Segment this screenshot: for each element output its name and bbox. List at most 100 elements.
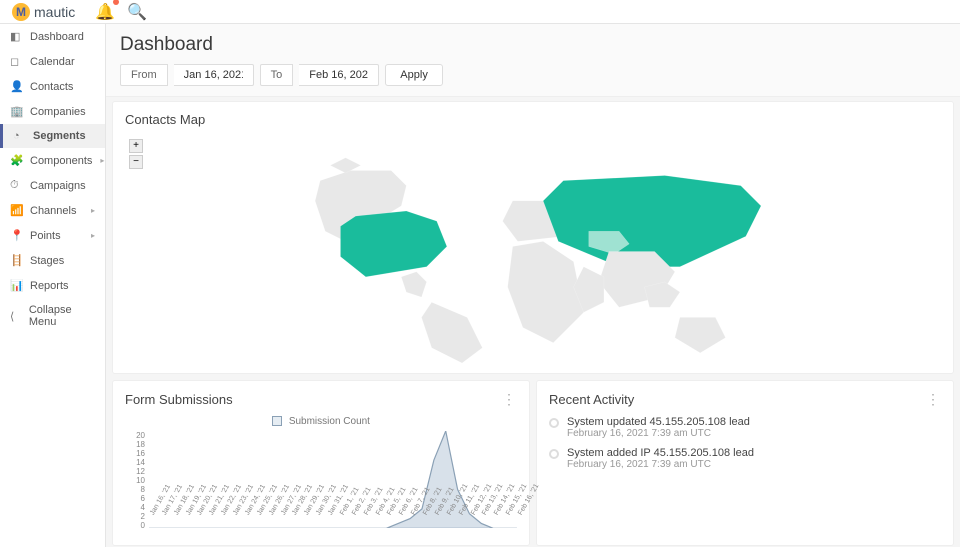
form-submissions-card: Form Submissions ⋮ Submission Count 2018… [112,380,530,546]
sidebar-item-label: Components [30,155,92,167]
sidebar-item-label: Segments [33,130,86,142]
zoom-out-button[interactable]: − [129,155,143,169]
sidebar-item-icon: ⟨ [10,310,21,323]
sidebar-item-icon: 🏢 [10,105,22,118]
sidebar-item-stages[interactable]: 🪜Stages [0,248,105,273]
sidebar-item-label: Calendar [30,56,75,68]
sidebar-item-label: Collapse Menu [29,304,95,328]
form-chart-legend: Submission Count [125,416,517,427]
recent-card-menu-button[interactable]: ⋮ [926,391,941,408]
activity-item[interactable]: System added IP 45.155.205.108 leadFebru… [549,447,941,470]
date-filter-bar: From To Apply [120,64,946,86]
contacts-map-title: Contacts Map [125,112,205,127]
sidebar-item-dashboard[interactable]: ◧ Dashboard [0,24,105,49]
sidebar-item-icon: 📍 [10,229,22,242]
sidebar-item-icon: ◧ [10,30,22,43]
page-header: Dashboard From To Apply [106,24,960,97]
main: Dashboard From To Apply Contacts Map + − [106,0,960,547]
chart-y-axis: 20181614121086420 [125,431,149,513]
activity-dot-icon [549,449,559,459]
sidebar-item-contacts[interactable]: 👤 Contacts [0,74,105,99]
sidebar-item-label: Companies [30,106,86,118]
brand-text: mautic [34,4,75,20]
y-tick: 18 [136,440,145,449]
region-us [340,211,446,277]
sidebar-item-campaigns[interactable]: ⏱ Campaigns [0,173,105,198]
legend-label: Submission Count [289,416,370,427]
to-date-input[interactable] [299,64,379,86]
map-zoom-controls: + − [129,139,143,169]
search-button[interactable]: 🔍 [127,2,147,22]
sidebar-item-icon: ◻ [10,55,22,68]
form-submissions-title: Form Submissions [125,392,233,407]
y-tick: 0 [141,521,145,530]
form-chart: 20181614121086420 Jan 16, '21Jan 17, '21… [125,431,517,535]
sidebar-item-label: Dashboard [30,31,84,43]
region-sa [422,302,483,363]
region-sea [644,282,679,307]
chevron-right-icon: ▸ [91,206,95,215]
chevron-right-icon: ▸ [91,231,95,240]
world-map[interactable]: + − [125,135,941,363]
sidebar-item-calendar[interactable]: ◻ Calendar [0,49,105,74]
sidebar-item-channels[interactable]: 📶 Channels ▸ [0,198,105,223]
world-map-svg [125,135,941,363]
sidebar-item-points[interactable]: 📍 Points ▸ [0,223,105,248]
from-date-input[interactable] [174,64,254,86]
sidebar-item-reports[interactable]: 📊 Reports [0,273,105,298]
sidebar-item-icon: 📶 [10,204,22,217]
sidebar-item-collapse-menu[interactable]: ⟨ Collapse Menu [0,298,105,334]
legend-swatch [272,416,282,426]
notifications-button[interactable]: 🔔 [95,2,115,22]
form-card-menu-button[interactable]: ⋮ [502,391,517,408]
chart-x-axis: Jan 16, '21Jan 17, '21Jan 18, '21Jan 19,… [149,513,517,535]
notification-badge [113,0,119,5]
sidebar-item-label: Stages [30,255,64,267]
activity-title: System added IP 45.155.205.108 lead [567,447,754,459]
y-tick: 12 [136,467,145,476]
region-africa [508,241,584,342]
sidebar-item-icon: ⏱ [10,179,22,192]
activity-time: February 16, 2021 7:39 am UTC [567,428,750,439]
topbar: M mautic 🔔 🔍 [0,0,960,24]
from-label: From [120,64,168,86]
y-tick: 20 [136,431,145,440]
chevron-right-icon: ▸ [100,156,104,165]
contacts-map-card: Contacts Map + − [112,101,954,374]
activity-dot-icon [549,418,559,428]
logo-mark-icon: M [12,3,30,21]
activity-item[interactable]: System updated 45.155.205.108 leadFebrua… [549,416,941,439]
y-tick: 2 [141,512,145,521]
sidebar-item-icon: ◔ [13,130,25,142]
sidebar-item-label: Campaigns [30,180,86,192]
sidebar-item-icon: 📊 [10,279,22,292]
sidebar-item-label: Contacts [30,81,73,93]
zoom-in-button[interactable]: + [129,139,143,153]
recent-activity-card: Recent Activity ⋮ System updated 45.155.… [536,380,954,546]
bell-icon: 🔔 [95,4,115,21]
sidebar-item-label: Points [30,230,61,242]
sidebar-item-components[interactable]: 🧩 Components ▸ [0,148,105,173]
search-icon: 🔍 [127,4,147,21]
row-middle: Form Submissions ⋮ Submission Count 2018… [112,380,954,547]
activity-title: System updated 45.155.205.108 lead [567,416,750,428]
region-au [675,317,726,352]
apply-button[interactable]: Apply [385,64,443,86]
sidebar-item-segments[interactable]: ◔ Segments [0,124,105,148]
sidebar-item-label: Reports [30,280,69,292]
y-tick: 4 [141,503,145,512]
recent-activity-title: Recent Activity [549,392,634,407]
region-mex [401,272,426,297]
activity-list: System updated 45.155.205.108 leadFebrua… [549,416,941,470]
sidebar-item-icon: 👤 [10,80,22,93]
y-tick: 10 [136,476,145,485]
sidebar: ◧ Dashboard ◻ Calendar 👤 Contacts 🏢 Companies ◔ S… [0,24,106,547]
activity-time: February 16, 2021 7:39 am UTC [567,459,754,470]
sidebar-item-label: Channels [30,205,76,217]
y-tick: 6 [141,494,145,503]
logo: M mautic [12,3,75,21]
y-tick: 16 [136,449,145,458]
y-tick: 8 [141,485,145,494]
sidebar-item-companies[interactable]: 🏢 Companies [0,99,105,124]
sidebar-item-icon: 🧩 [10,154,22,167]
